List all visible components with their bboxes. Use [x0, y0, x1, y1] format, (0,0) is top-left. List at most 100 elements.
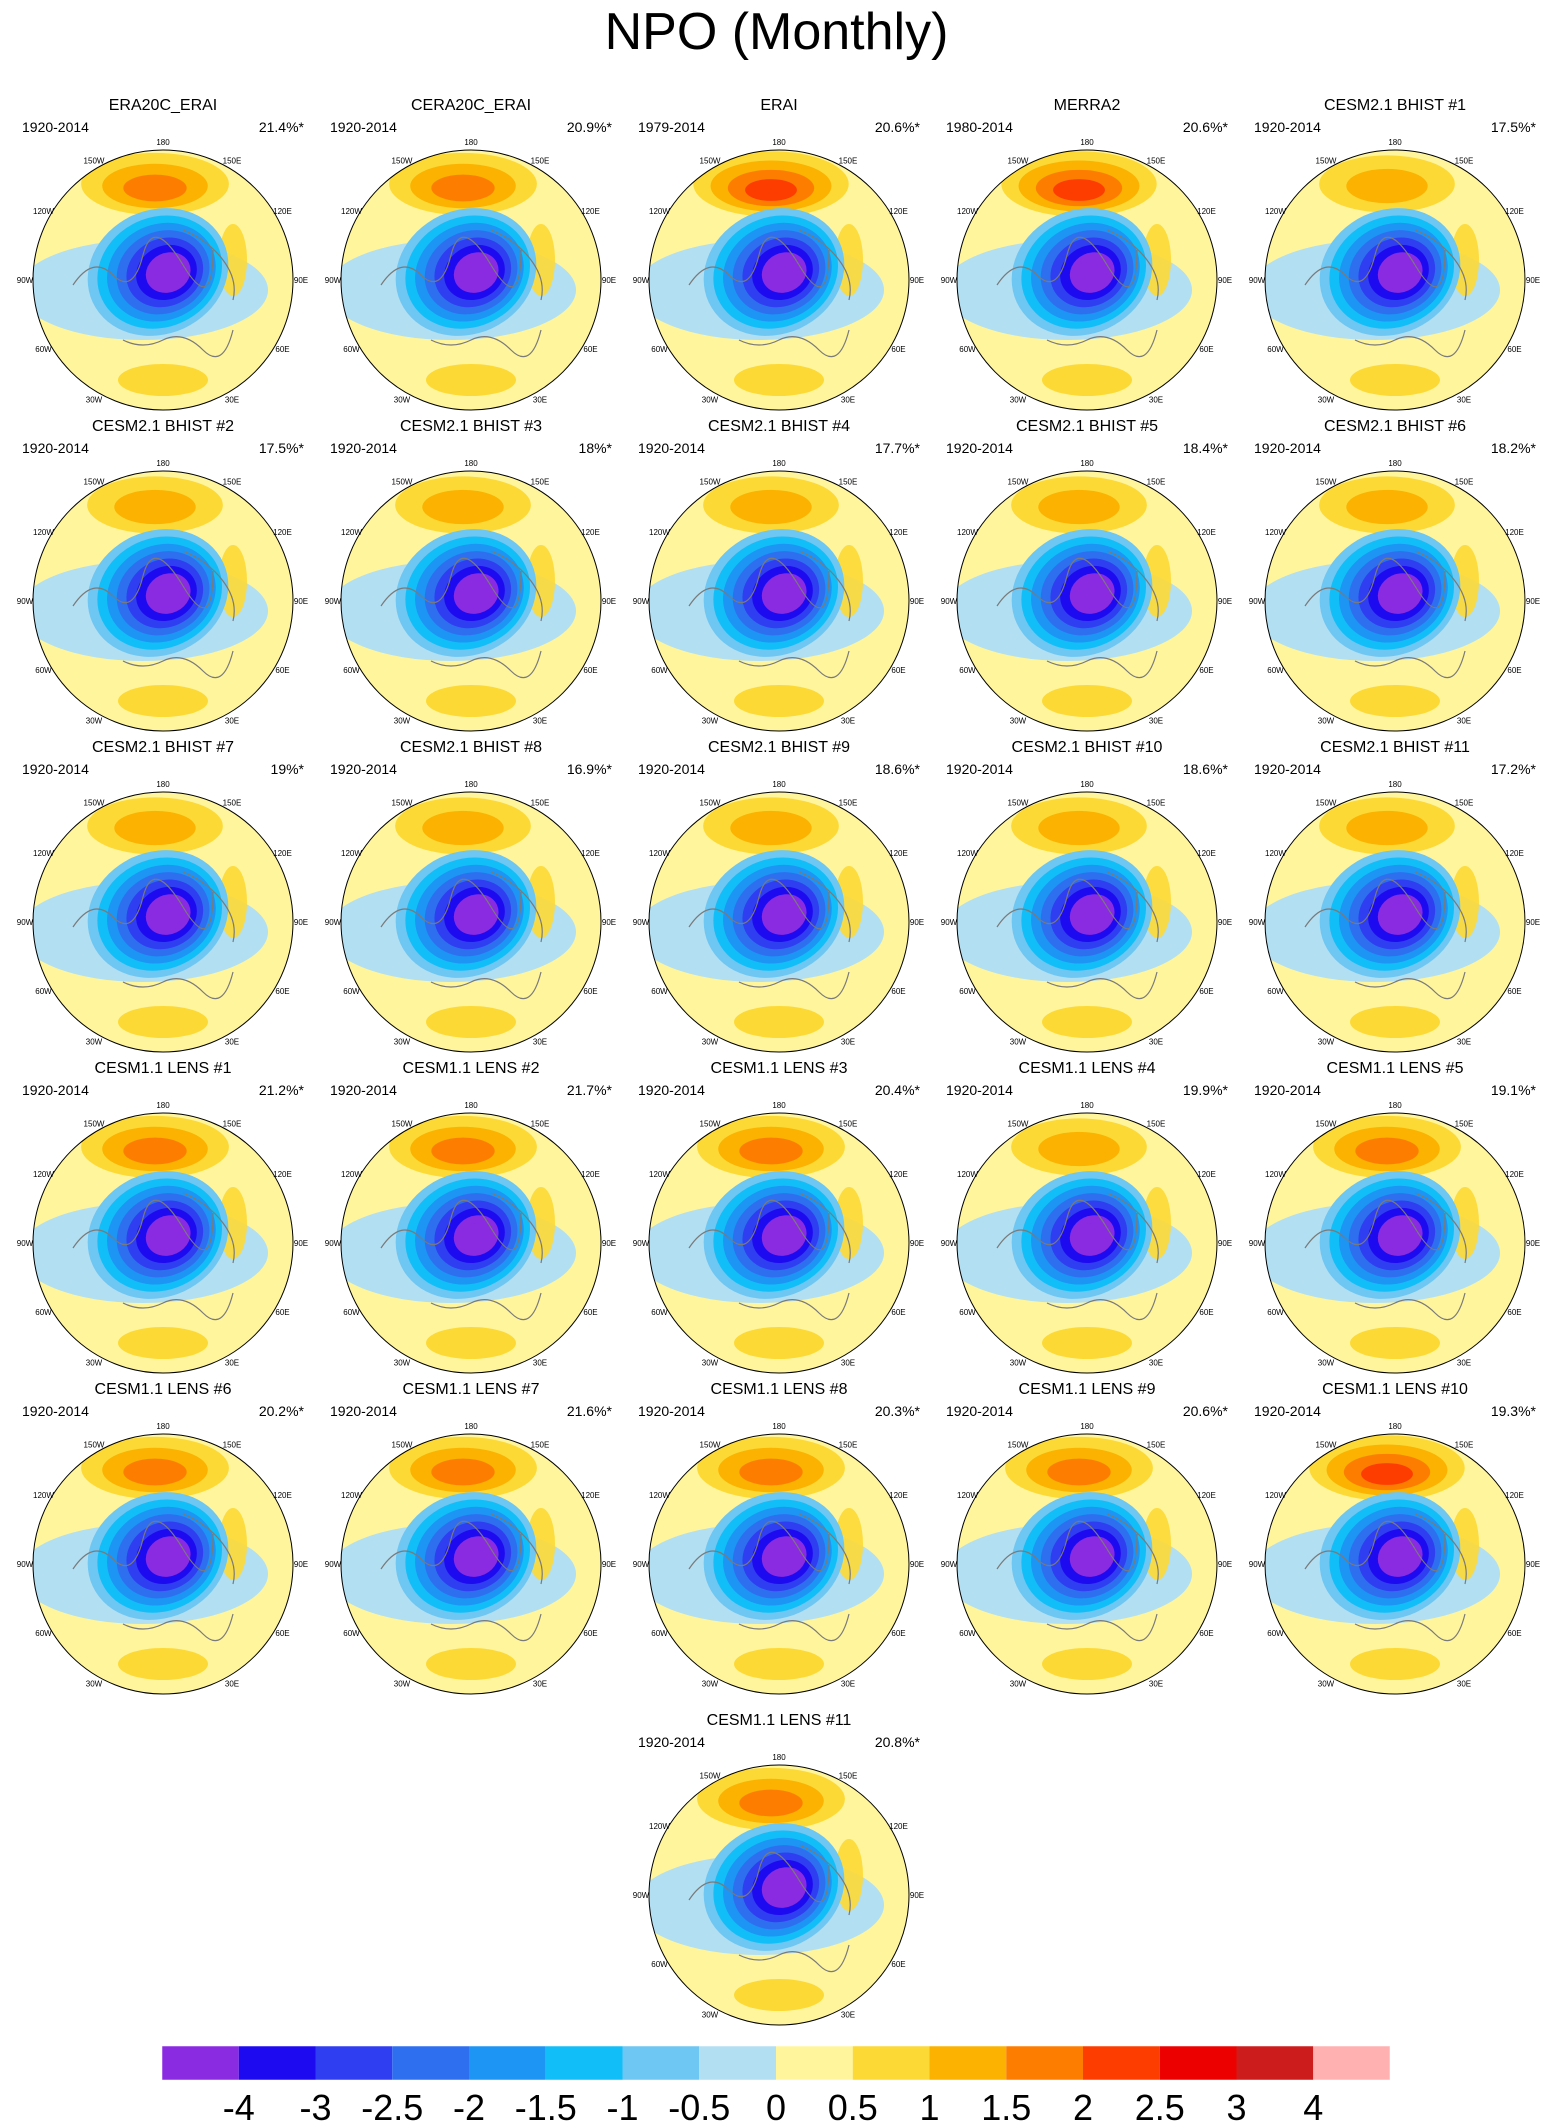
field-layer: [649, 1434, 909, 1694]
field-layer: [1265, 1434, 1525, 1694]
longitude-label: 150E: [1147, 798, 1166, 807]
longitude-label: 30E: [1457, 1038, 1471, 1047]
longitude-label: 120W: [1265, 1491, 1286, 1500]
panel-variance-percent: 18%*: [578, 440, 612, 456]
arctic-low-contour: [463, 1543, 493, 1570]
panel-variance-percent: 19.3%*: [1490, 1403, 1536, 1419]
map-boundary: [32, 791, 294, 1053]
longitude-label: 150E: [839, 1119, 858, 1128]
pacific-high-contour: [123, 1458, 187, 1486]
panel-title: CESM2.1 BHIST #5: [1016, 418, 1158, 435]
coastline: [688, 229, 851, 358]
pacific-high-contour: [1346, 489, 1428, 525]
southern-positive-contour: [118, 685, 208, 717]
southern-positive-contour: [734, 1006, 824, 1038]
longitude-label: 30E: [225, 1359, 239, 1368]
coastline: [688, 871, 851, 1000]
coastline: [1304, 1513, 1467, 1642]
longitude-label: 60E: [583, 1629, 597, 1638]
longitude-label: 90W: [325, 1560, 342, 1569]
longitude-label: 150E: [1147, 156, 1166, 165]
polar-map: 180150W150E120W120E90W90E60W60E30W30E0: [1249, 138, 1540, 411]
colorbar-segment: [1006, 2046, 1083, 2080]
longitude-label: 90E: [1218, 918, 1232, 927]
longitude-label: 30W: [86, 717, 103, 726]
colorbar-segment: [238, 2046, 316, 2080]
field-layer: [649, 1113, 909, 1373]
panel-variance-percent: 18.6%*: [874, 761, 920, 777]
longitude-label: 150W: [1008, 1119, 1029, 1128]
longitude-label: 30E: [225, 1680, 239, 1689]
colorbar-segment: [162, 2046, 239, 2080]
longitude-label: 60E: [1507, 1629, 1521, 1638]
longitude-label: 120W: [649, 849, 670, 858]
longitude-label: 60E: [275, 345, 289, 354]
longitude-label: 120E: [1197, 207, 1216, 216]
longitude-label: 90E: [910, 918, 924, 927]
longitude-label: 150E: [531, 156, 550, 165]
longitude-label: 120E: [273, 207, 292, 216]
colorbar-tick-label: -1.5: [515, 2087, 577, 2124]
southern-positive-contour: [426, 364, 516, 396]
map-panel: ERAI 1979-2014 20.6%* 180 150W 150E 120W 120E 90…: [626, 97, 932, 411]
longitude-label: 90W: [633, 276, 650, 285]
longitude-label: 60W: [1267, 1308, 1284, 1317]
longitude-label: 120W: [33, 528, 54, 537]
panel-years: 1920-2014: [1254, 440, 1321, 456]
map-boundary: [956, 1112, 1218, 1374]
panel-variance-percent: 18.2%*: [1490, 440, 1536, 456]
pacific-high-contour: [114, 489, 196, 525]
colorbar-segment: [469, 2046, 546, 2080]
southern-positive-contour: [734, 685, 824, 717]
longitude-label: 60W: [1267, 345, 1284, 354]
longitude-label: 120W: [649, 1822, 670, 1831]
field-layer: [1265, 792, 1525, 1052]
longitude-label: 90W: [633, 1560, 650, 1569]
longitude-label: 150W: [700, 1119, 721, 1128]
panel-variance-percent: 21.6%*: [566, 1403, 612, 1419]
coastline: [380, 1192, 543, 1321]
colorbar-tick-label: -2: [453, 2087, 485, 2124]
longitude-label: 30E: [841, 396, 855, 405]
longitude-label: 30W: [1010, 717, 1027, 726]
polar-map: 180150W150E120W120E90W90E60W60E30W30E0: [17, 1101, 308, 1374]
colorbar-segment: [852, 2046, 930, 2080]
longitude-label: 60E: [1199, 1308, 1213, 1317]
longitude-label: 90E: [1526, 1239, 1540, 1248]
longitude-label: 30E: [533, 1680, 547, 1689]
colorbar-tick-label: -1: [606, 2087, 638, 2124]
coastline: [688, 1192, 851, 1321]
longitude-label: 150W: [392, 1119, 413, 1128]
longitude-label: 60E: [1199, 666, 1213, 675]
longitude-label: 90E: [294, 1239, 308, 1248]
map-panel: CESM2.1 BHIST #8 1920-2014 16.9%* 180 150W 15…: [318, 739, 624, 1053]
longitude-label: 120E: [889, 1491, 908, 1500]
map-panel: CESM2.1 BHIST #3 1920-2014 18%* 180 150W 150E…: [318, 418, 624, 732]
longitude-label: 180: [772, 1753, 786, 1762]
colorbar-tick-label: -0.5: [668, 2087, 730, 2124]
field-layer: [33, 1113, 293, 1373]
longitude-label: 90W: [17, 1560, 34, 1569]
arctic-low-contour: [155, 580, 185, 607]
map-boundary: [648, 1112, 910, 1374]
panel-variance-percent: 17.5%*: [258, 440, 304, 456]
map-panel: CESM1.1 LENS #8 1920-2014 20.3%* 180 150W 150…: [626, 1381, 932, 1695]
longitude-label: 180: [464, 1101, 478, 1110]
longitude-label: 120W: [649, 528, 670, 537]
longitude-label: 120E: [889, 849, 908, 858]
field-layer: [341, 150, 601, 410]
panel-years: 1920-2014: [638, 1403, 705, 1419]
longitude-label: 180: [464, 780, 478, 789]
pacific-high-contour: [422, 489, 504, 525]
panel-title: CESM1.1 LENS #2: [402, 1060, 540, 1077]
longitude-label: 30W: [1318, 1359, 1335, 1368]
arctic-low-contour: [155, 1222, 185, 1249]
colorbar-tick-label: 1.5: [981, 2087, 1031, 2124]
longitude-label: 120E: [581, 849, 600, 858]
longitude-label: 90W: [941, 276, 958, 285]
longitude-label: 180: [156, 138, 170, 147]
pacific-high-contour: [739, 1137, 803, 1165]
longitude-label: 30W: [394, 1359, 411, 1368]
longitude-label: 30E: [1457, 1680, 1471, 1689]
longitude-label: 180: [772, 780, 786, 789]
